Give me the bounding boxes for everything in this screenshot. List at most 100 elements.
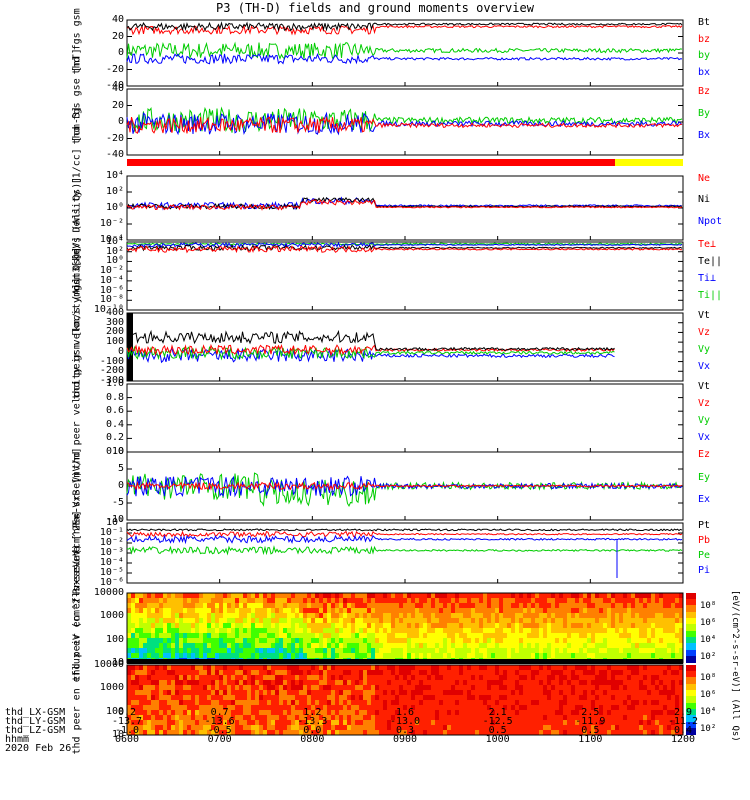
ytick-label: 0.0 xyxy=(105,446,124,457)
colorbar-segment xyxy=(686,726,696,728)
colorbar-segment xyxy=(686,595,696,597)
spec-frame xyxy=(126,664,684,736)
colorbar-segment xyxy=(686,687,696,689)
xaxis-tick-value: 0600 xyxy=(114,734,140,745)
ytick-label: -100 xyxy=(99,355,124,367)
chart-title: P3 (TH-D) fields and ground moments over… xyxy=(216,1,534,15)
legend-peir_velocity-1: Vz xyxy=(698,327,711,338)
ytick-label: -300 xyxy=(99,375,124,386)
colorbar-segment xyxy=(686,594,696,596)
legend-peir_velocity-3: Vx xyxy=(698,361,711,372)
colorbar-segment xyxy=(686,613,696,615)
panel-frame-peer_velocity xyxy=(126,383,684,453)
legend-peir_velocity-0: Vt xyxy=(698,310,711,321)
colorbar-segment xyxy=(686,659,696,661)
colorbar-segment xyxy=(686,674,696,676)
xaxis-tick-value: 0.5 xyxy=(581,725,600,736)
ytick-label: 0 xyxy=(117,480,124,491)
colorbar-segment xyxy=(686,640,696,642)
colorbar-segment xyxy=(686,718,696,720)
series-by xyxy=(126,41,683,60)
xaxis-tick-value: 0800 xyxy=(300,734,325,745)
ytick-label: 300 xyxy=(105,316,124,328)
ytick-label: 10 xyxy=(111,446,124,457)
xaxis-row-label: thd_LX-GSM xyxy=(5,707,66,718)
colorbar-segment xyxy=(686,639,696,641)
series-ti-perp xyxy=(126,241,683,248)
colorbar-segment xyxy=(686,671,696,673)
ytick-label: 20 xyxy=(111,30,124,42)
colorbar-segment xyxy=(686,679,696,681)
colorbar-segment xyxy=(686,712,696,714)
colorbar-segment xyxy=(686,654,696,656)
ytick-label: 10⁴ xyxy=(105,170,124,181)
ytick-label: 40 xyxy=(111,83,124,94)
colorbar-segment xyxy=(686,626,696,628)
colorbar-segment xyxy=(686,629,696,631)
colorbar-segment xyxy=(686,602,696,604)
series-pt xyxy=(126,528,683,532)
xaxis-tick-value: -13.3 xyxy=(297,716,328,727)
ytick-label: 400 xyxy=(105,307,124,318)
ytick-label: 10⁻⁵ xyxy=(99,567,124,578)
colorbar-segment xyxy=(686,692,696,694)
ytick-label: 10⁻⁴ xyxy=(99,557,124,568)
ytick-label: 10⁰ xyxy=(105,255,124,267)
ytick-label: 10 xyxy=(111,657,124,668)
xaxis-tick-value: -1.0 xyxy=(114,725,140,736)
ytick-label: -5 xyxy=(111,497,124,508)
colorbar-segment xyxy=(686,667,696,669)
ytick-label: 10⁻⁸ xyxy=(99,294,124,306)
colorbar-segment xyxy=(686,610,696,612)
legend-fgs_gsm-0: Bt xyxy=(698,17,711,28)
ytick-label: 0.6 xyxy=(105,405,124,417)
legend-pressure-2: Pe xyxy=(698,550,711,561)
xaxis-tick-value: 0.7 xyxy=(210,707,229,718)
ytick-label: -200 xyxy=(99,365,124,377)
ytick-label: 10⁻⁴ xyxy=(99,234,124,245)
ytick-label: 0.4 xyxy=(105,418,124,430)
colorbar-segment xyxy=(686,690,696,692)
colorbar-segment xyxy=(686,600,696,602)
series-bz xyxy=(126,24,683,36)
xaxis-tick-value: -11.9 xyxy=(575,716,606,727)
colorbar-segment xyxy=(686,655,696,657)
colorbar-segment xyxy=(686,719,696,721)
xaxis-tick-value: 0.2 xyxy=(117,707,137,718)
ytick-label: 1000 xyxy=(99,682,124,694)
colorbar-segment xyxy=(686,733,696,735)
ytick-label: 10² xyxy=(105,186,124,197)
colorbar-segment xyxy=(686,657,696,659)
colorbar-segment xyxy=(686,681,696,683)
colorbar-segment xyxy=(686,695,696,697)
ytick-label: 5 xyxy=(117,463,124,474)
series-Bz xyxy=(126,116,683,134)
xaxis-tick-value: -13.6 xyxy=(204,716,235,727)
colorbar-segment xyxy=(686,688,696,690)
mode-bar-red xyxy=(127,159,615,166)
legend-pressure-3: Pi xyxy=(698,565,711,576)
ytick-label: 0 xyxy=(117,345,124,357)
colorbar-segment xyxy=(686,689,696,691)
series-ey xyxy=(126,472,683,507)
colorbar-segment xyxy=(686,701,696,703)
colorbar-segment xyxy=(686,670,696,672)
colorbar-segment xyxy=(686,604,696,606)
colorbar-segment xyxy=(686,609,696,611)
colorbar-segment xyxy=(686,616,696,618)
ytick-label: 40 xyxy=(111,14,124,25)
colorbar-segment xyxy=(686,621,696,623)
colorbar-segment xyxy=(686,727,696,729)
colorbar-segment xyxy=(686,730,696,732)
series-pb xyxy=(126,530,683,538)
colorbar-segment xyxy=(686,711,696,713)
legend-efield-2: Ex xyxy=(698,494,711,506)
colorbar-segment xyxy=(686,656,696,658)
xaxis-tick-value: 0.4 xyxy=(673,725,693,736)
panel-frame-temperature xyxy=(126,241,684,311)
colorbar-tick-label: 10⁸ xyxy=(700,673,717,683)
legend-density-1: Ni xyxy=(698,194,711,206)
colorbar-segment xyxy=(686,707,696,709)
series-ti-par xyxy=(127,242,683,246)
colorbar-segment xyxy=(686,680,696,682)
